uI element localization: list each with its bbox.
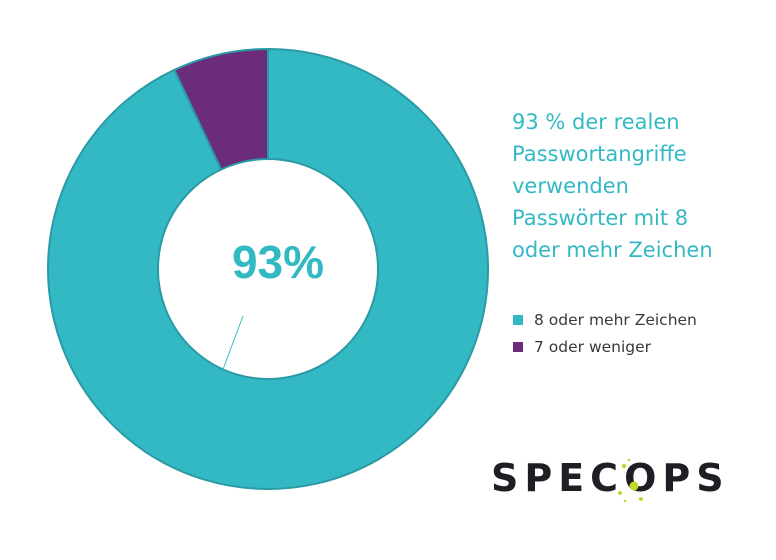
logo-dot [629, 481, 639, 491]
headline-line: verwenden [512, 174, 629, 198]
legend-swatch [513, 341, 523, 352]
logo-dot [621, 463, 627, 469]
legend-item: 7 oder weniger [513, 333, 697, 360]
donut-slice-eight-or-more [47, 47, 489, 490]
logo-dot [618, 491, 622, 495]
legend-label: 8 oder mehr Zeichen [534, 310, 697, 329]
logo-wordmark: SPECOPS [491, 456, 728, 500]
headline-line: Passwörter mit 8 [512, 206, 689, 230]
chart-legend: 8 oder mehr Zeichen 7 oder weniger [513, 306, 697, 360]
center-percentage-label: 93% [232, 236, 324, 288]
headline-line: Passwortangriffe [512, 142, 687, 166]
logo-dot [627, 458, 631, 462]
legend-label: 7 oder weniger [534, 337, 652, 356]
chart-slices [47, 47, 489, 490]
specops-logo: SPECOPS [491, 456, 728, 503]
legend-item: 8 oder mehr Zeichen [513, 306, 697, 333]
specops-logo-dots-icon [618, 458, 643, 503]
logo-dot [639, 497, 643, 501]
leader-line [221, 315, 244, 373]
donut-slice-seven-or-fewer [172, 47, 269, 171]
legend-swatch [513, 314, 523, 325]
headline-line: 93 % der realen [512, 110, 680, 134]
headline-line: oder mehr Zeichen [512, 238, 713, 262]
headline: 93 % der realen Passwortangriffe verwend… [512, 106, 752, 266]
logo-dot [623, 499, 627, 503]
